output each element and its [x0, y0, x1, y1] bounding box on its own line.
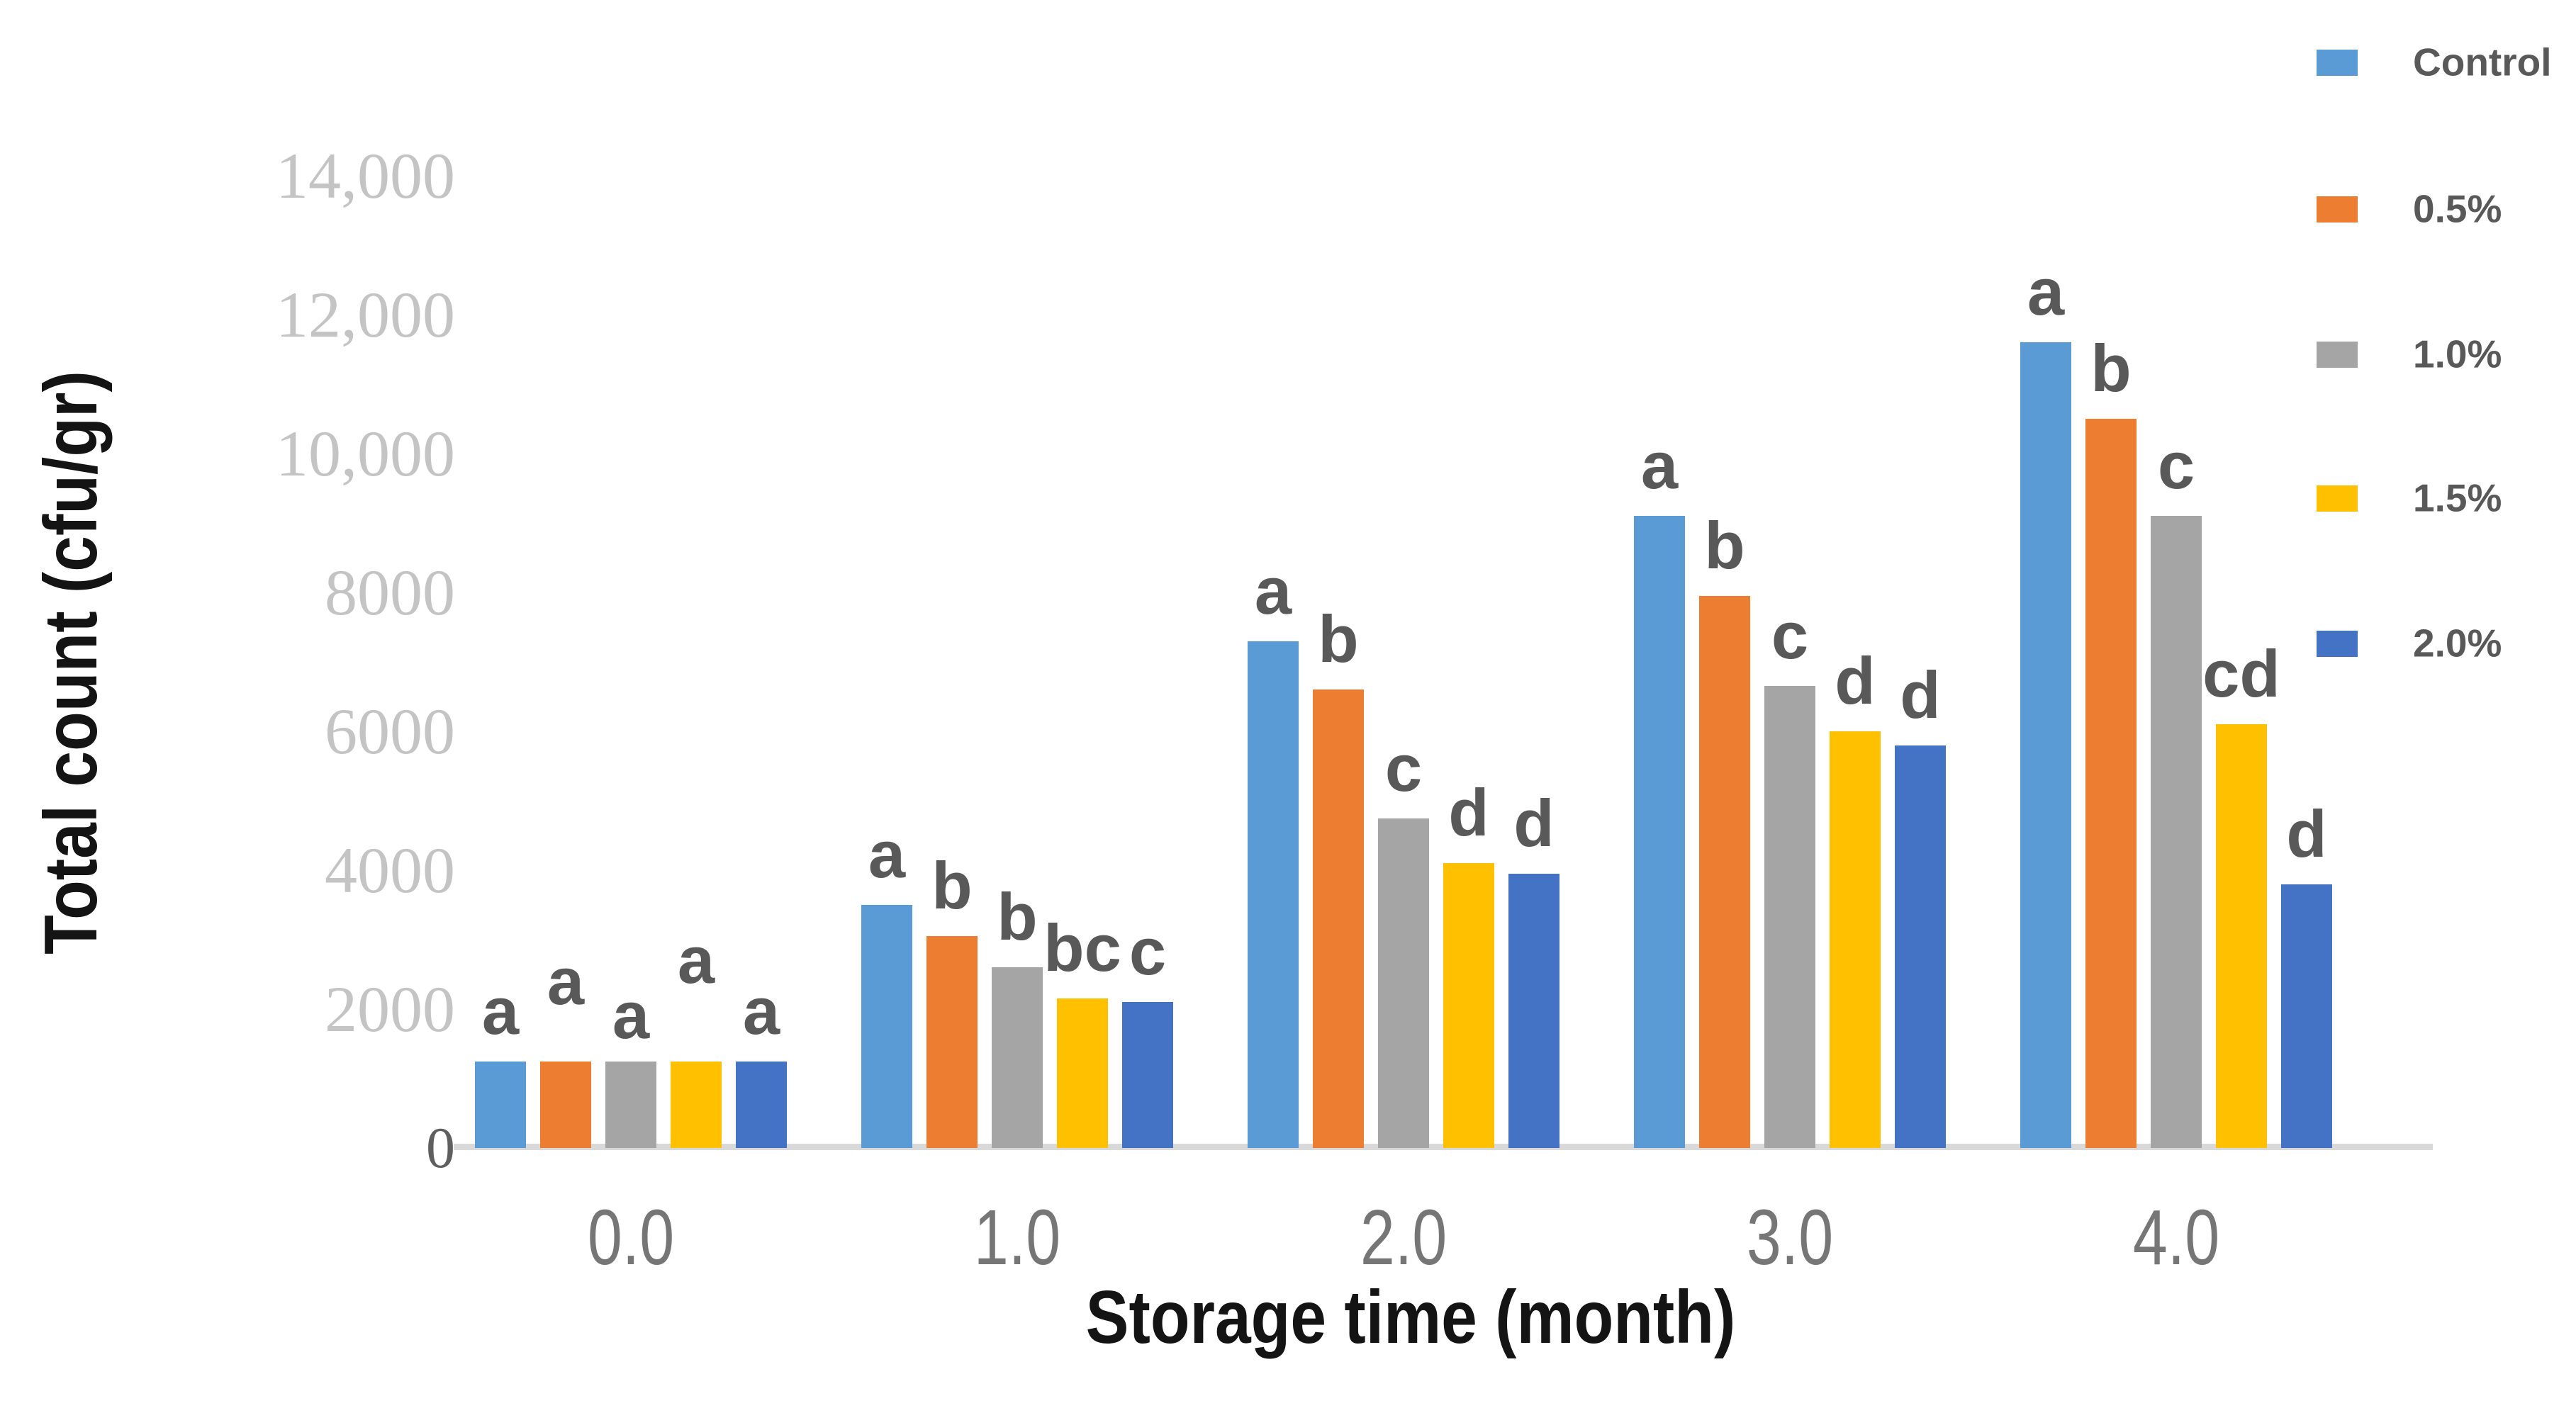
bar: [2281, 884, 2332, 1148]
legend-swatch: [2317, 50, 2358, 76]
legend-swatch: [2317, 196, 2358, 223]
significance-letter: a: [868, 817, 906, 891]
significance-letter: a: [677, 922, 715, 997]
bar: [926, 936, 978, 1148]
bar: [1248, 641, 1299, 1148]
significance-letter: c: [2157, 428, 2195, 503]
bar: [2085, 419, 2137, 1148]
significance-letter: b: [2090, 331, 2132, 405]
significance-letter: b: [931, 848, 973, 923]
bar: [540, 1061, 591, 1148]
bar: [2151, 516, 2202, 1148]
x-tick-label: 3.0: [1746, 1194, 1834, 1281]
x-tick-label: 4.0: [2132, 1194, 2220, 1281]
significance-letter: a: [1254, 553, 1292, 628]
x-axis-title: Storage time (month): [1085, 1276, 1736, 1359]
bar: [1634, 516, 1685, 1148]
significance-letter: b: [997, 879, 1038, 955]
significance-letter: d: [1448, 775, 1489, 850]
x-tick-label: 0.0: [587, 1194, 675, 1281]
significance-letter: c: [1771, 598, 1809, 673]
bar: [1443, 863, 1494, 1148]
x-tick-label: 1.0: [973, 1194, 1061, 1281]
y-tick-label: 2000: [325, 973, 455, 1045]
bar: [2216, 724, 2267, 1148]
bar: [861, 905, 912, 1148]
y-tick-label: 6000: [325, 695, 455, 767]
significance-letter: d: [1835, 643, 1876, 718]
significance-letter: b: [1704, 507, 1745, 582]
significance-letter: d: [1513, 785, 1555, 860]
bar: [605, 1061, 656, 1148]
bar: [1508, 873, 1559, 1148]
legend-label: 0.5%: [2413, 186, 2502, 231]
bar: [1122, 1002, 1173, 1148]
y-tick-label: 12,000: [276, 278, 455, 351]
significance-letter: c: [1384, 730, 1423, 805]
y-tick-label: 14,000: [276, 140, 455, 212]
legend-swatch: [2317, 631, 2358, 657]
significance-letter: a: [547, 943, 585, 1018]
bar: [1895, 745, 1946, 1148]
significance-letter: cd: [2202, 636, 2280, 711]
bar: [1764, 686, 1815, 1148]
bar: [1313, 689, 1364, 1148]
significance-letter: a: [1640, 428, 1679, 503]
y-tick-label: 10,000: [276, 417, 455, 490]
significance-letter: a: [742, 973, 780, 1048]
bar: [1057, 998, 1108, 1148]
significance-letter: d: [2286, 796, 2327, 871]
significance-letter: a: [481, 973, 520, 1048]
significance-letter: a: [612, 977, 650, 1052]
y-tick-label: 8000: [325, 556, 455, 629]
legend-label: Control: [2413, 40, 2552, 84]
bar: [1378, 818, 1429, 1148]
bar: [992, 967, 1043, 1148]
significance-letter: bc: [1043, 911, 1121, 986]
bar: [475, 1061, 526, 1148]
legend-swatch: [2317, 342, 2358, 368]
significance-letter: d: [1900, 657, 1941, 732]
bar: [671, 1061, 722, 1148]
bar: [1699, 595, 1750, 1148]
y-tick-label: 0: [426, 1115, 455, 1180]
legend-label: 1.0%: [2413, 332, 2502, 376]
significance-letter: c: [1129, 914, 1167, 989]
y-tick-label: 4000: [325, 834, 455, 906]
legend-swatch: [2317, 485, 2358, 512]
significance-letter: a: [2027, 254, 2065, 330]
bar: [736, 1061, 787, 1148]
legend-label: 2.0%: [2413, 621, 2502, 665]
bar: [1830, 731, 1881, 1148]
significance-letter: b: [1318, 602, 1359, 677]
legend-label: 1.5%: [2413, 475, 2502, 520]
bar: [2020, 342, 2071, 1148]
x-tick-label: 2.0: [1360, 1194, 1447, 1281]
